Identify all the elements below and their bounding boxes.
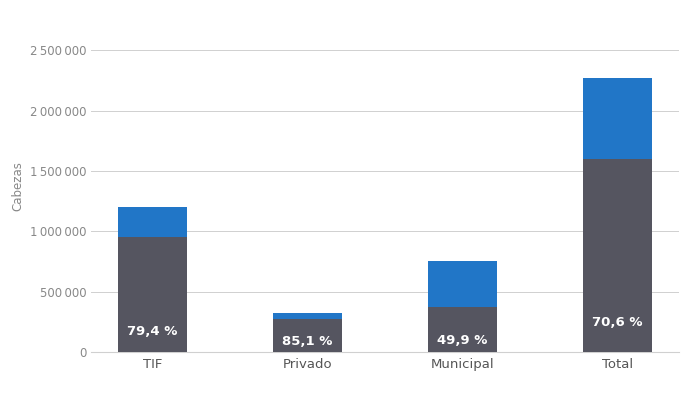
Bar: [582, 158, 652, 352]
Text: 85,1 %: 85,1 %: [282, 335, 332, 348]
Bar: [118, 207, 188, 237]
Bar: [273, 319, 342, 352]
Bar: [582, 78, 652, 158]
Y-axis label: Cabezas: Cabezas: [11, 161, 24, 211]
Text: 49,9 %: 49,9 %: [438, 334, 488, 346]
Bar: [428, 262, 497, 307]
Text: 70,6 %: 70,6 %: [592, 316, 643, 329]
Bar: [273, 313, 342, 319]
Text: 79,4 %: 79,4 %: [127, 325, 178, 338]
Bar: [428, 307, 497, 352]
Bar: [118, 237, 188, 352]
